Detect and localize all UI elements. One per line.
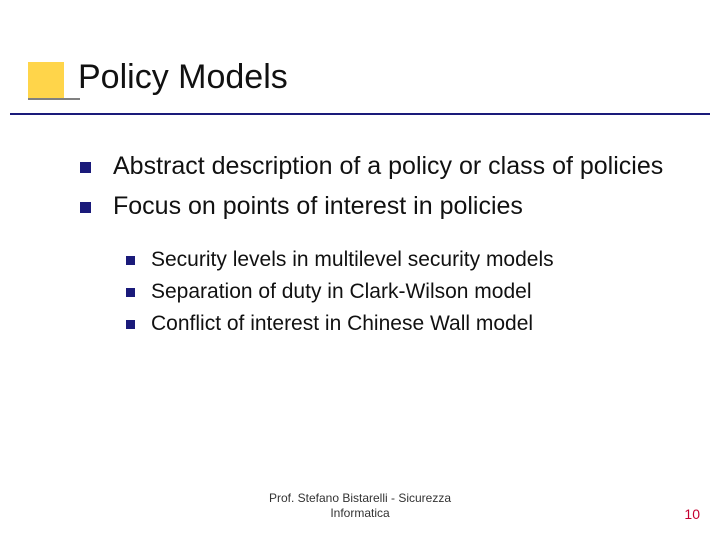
list-item: Security levels in multilevel security m… xyxy=(126,246,680,274)
footer-line1: Prof. Stefano Bistarelli - Sicurezza xyxy=(269,491,451,505)
title-accent-line-short xyxy=(28,98,80,100)
list-item: Focus on points of interest in policies xyxy=(80,190,680,224)
bullet-list-level1: Abstract description of a policy or clas… xyxy=(80,150,680,224)
list-item: Abstract description of a policy or clas… xyxy=(80,150,680,184)
title-accent-square xyxy=(28,62,64,98)
square-bullet-icon xyxy=(126,288,135,297)
square-bullet-icon xyxy=(80,202,91,213)
bullet-text: Separation of duty in Clark-Wilson model xyxy=(151,278,532,306)
square-bullet-icon xyxy=(80,162,91,173)
bullet-list-level2: Security levels in multilevel security m… xyxy=(126,246,680,339)
title-underline xyxy=(10,113,710,115)
bullet-text: Focus on points of interest in policies xyxy=(113,190,523,224)
slide-content: Abstract description of a policy or clas… xyxy=(80,150,680,343)
bullet-text: Conflict of interest in Chinese Wall mod… xyxy=(151,310,533,338)
page-number: 10 xyxy=(684,506,700,522)
slide-footer: Prof. Stefano Bistarelli - Sicurezza Inf… xyxy=(0,491,720,522)
list-item: Conflict of interest in Chinese Wall mod… xyxy=(126,310,680,338)
footer-line2: Informatica xyxy=(330,506,389,520)
slide-title: Policy Models xyxy=(78,58,288,97)
list-item: Separation of duty in Clark-Wilson model xyxy=(126,278,680,306)
square-bullet-icon xyxy=(126,256,135,265)
square-bullet-icon xyxy=(126,320,135,329)
bullet-text: Security levels in multilevel security m… xyxy=(151,246,554,274)
bullet-text: Abstract description of a policy or clas… xyxy=(113,150,663,184)
